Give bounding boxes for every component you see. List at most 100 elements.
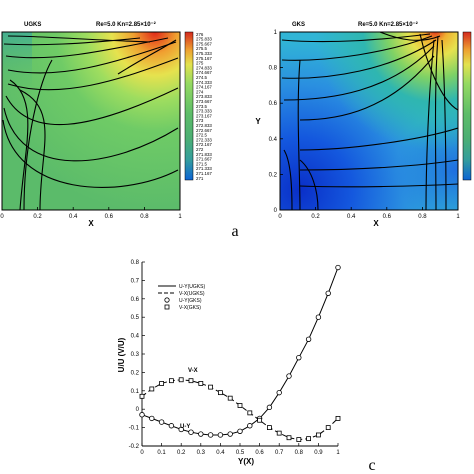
line-chart-series (139, 264, 341, 442)
data-point-square (159, 381, 165, 386)
streamline (297, 59, 301, 210)
streamline (299, 127, 458, 151)
legend-label: U-Y(GKS) (179, 298, 202, 304)
colorbar-label: 274.167 (196, 85, 212, 90)
streamline (425, 39, 435, 210)
streamline (3, 107, 179, 162)
data-point-square (227, 395, 233, 401)
gks-panel: GKS Re=5.0 Kn=2.85×10⁻² 0 0.2 0.4 0.6 0.8 1 0… (255, 21, 472, 228)
streamline (7, 41, 177, 74)
data-point-circle (247, 423, 253, 429)
data-point-square (325, 425, 331, 431)
x-tick-label: 0.2 (33, 214, 42, 220)
x-tick-label: 0.8 (418, 214, 427, 220)
x-tick-label: 1 (178, 214, 182, 220)
data-point-square (139, 393, 145, 399)
colorbar-label: 272.667 (196, 128, 212, 133)
streamline (299, 55, 435, 121)
ugks-x-ticks: 0 0.2 0.4 0.6 0.8 1 (0, 207, 182, 220)
data-point-circle (296, 354, 302, 361)
panel-label-a: a (231, 223, 238, 240)
x-tick-label: 0 (140, 450, 144, 456)
colorbar-label: 275.5 (196, 46, 208, 51)
data-point-circle (237, 428, 243, 434)
x-tick-label: 0.5 (236, 450, 245, 456)
colorbar-label: 272.167 (196, 142, 212, 147)
gks-parameters: Re=5.0 Kn=2.85×10⁻² (358, 21, 418, 28)
y-tick-label: 0 (274, 208, 278, 214)
colorbar-label: 274.833 (196, 65, 212, 70)
colorbar-label: 274 (196, 89, 204, 94)
gks-streamlines (281, 32, 458, 210)
y-tick-label: 0.1 (131, 389, 140, 395)
data-point-square (286, 435, 292, 441)
x-tick-label: 0.4 (347, 214, 356, 220)
colorbar-label: 272.5 (196, 133, 208, 138)
streamline (283, 149, 293, 210)
streamline (434, 35, 439, 210)
x-tick-label: 0.2 (177, 450, 186, 456)
streamline (117, 39, 177, 75)
colorbar-label: 276 (196, 32, 204, 37)
data-point-circle (266, 404, 273, 411)
legend-swatch-circle (164, 297, 170, 303)
colorbar-label: 271.167 (196, 171, 212, 176)
data-point-circle (139, 412, 145, 418)
line-x-label: Y(X) (238, 457, 254, 466)
x-tick-label: 0 (0, 214, 4, 220)
line-y-label: U/U (V/U) (117, 337, 126, 372)
colorbar-label: 272.833 (196, 123, 212, 128)
y-tick-label: 0.6 (131, 297, 140, 303)
x-tick-label: 0.1 (157, 450, 166, 456)
colorbar-label: 275 (196, 61, 204, 66)
panel-label-c: c (368, 457, 375, 474)
data-point-square (149, 386, 155, 392)
y-tick-label: 0.2 (269, 172, 278, 178)
colorbar-label: 272 (196, 147, 204, 152)
colorbar-label: 273.833 (196, 94, 212, 99)
streamline (5, 37, 169, 59)
y-tick-label: 0.8 (131, 260, 140, 266)
streamline (299, 159, 458, 171)
colorbar-label: 274.333 (196, 80, 212, 85)
colorbar-label: 271.333 (196, 166, 212, 171)
data-point-circle (198, 431, 204, 437)
x-tick-label: 0 (278, 214, 282, 220)
data-point-square (188, 378, 194, 384)
y-tick-label: 1 (274, 30, 278, 36)
data-point-circle (276, 389, 282, 396)
streamline (2, 119, 179, 188)
streamline (299, 183, 458, 188)
data-point-circle (335, 264, 341, 271)
ugks-streamlines (2, 35, 179, 210)
gks-plot-frame (279, 31, 459, 211)
data-point-circle (286, 373, 292, 379)
x-tick-label: 1 (336, 450, 340, 456)
y-tick-label: -0.1 (129, 426, 140, 432)
data-point-circle (315, 314, 322, 320)
colorbar-label: 275.833 (196, 37, 212, 42)
data-point-circle (207, 432, 214, 438)
ugks-colorbar-labels: 276275.833275.667275.5275.333275.1672752… (196, 32, 212, 181)
data-point-square (335, 415, 341, 421)
y-tick-label: 0.5 (131, 315, 140, 321)
data-point-square (217, 390, 223, 396)
colorbar-label: 272.333 (196, 137, 212, 142)
ugks-field-cold-corner (2, 32, 32, 210)
streamline (19, 89, 46, 210)
colorbar-label: 275.167 (196, 56, 212, 61)
ugks-x-label: X (88, 219, 94, 228)
streamline (23, 59, 53, 210)
gks-title: GKS (292, 22, 305, 28)
x-tick-label: 0.6 (105, 214, 114, 220)
x-tick-label: 0.8 (295, 450, 304, 456)
legend-label: V-X(GKS) (179, 305, 201, 311)
x-tick-label: 0.9 (314, 450, 323, 456)
data-point-square (168, 378, 174, 384)
streamline (379, 32, 441, 41)
data-point-square (198, 381, 204, 386)
colorbar-label: 273.333 (196, 109, 212, 114)
x-tick-label: 0.7 (275, 450, 284, 456)
colorbar-label: 273.167 (196, 113, 212, 118)
line-chart-axes: 0 0.1 0.2 0.3 0.4 0.5 0.6 0.7 0.8 0.9 1 -0.2 -0.1 0 0.… (129, 260, 341, 456)
